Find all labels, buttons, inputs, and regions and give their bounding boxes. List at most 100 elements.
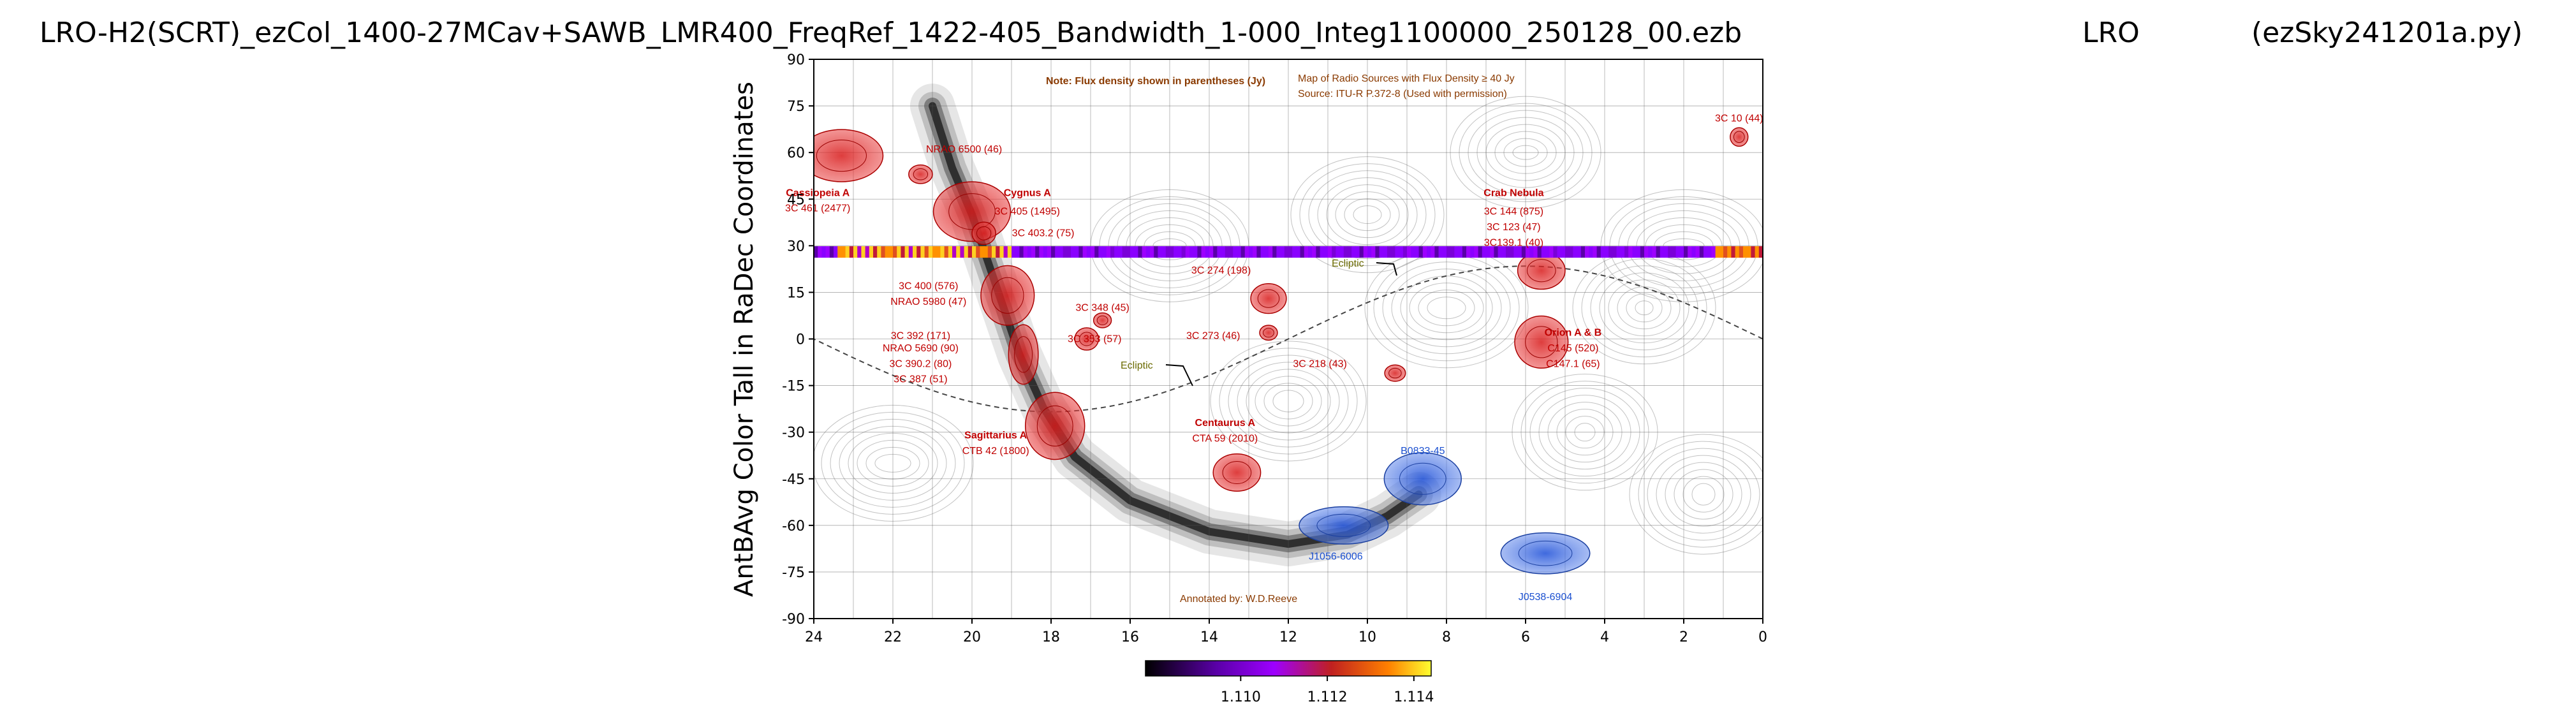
y-tick-label: 60 <box>787 145 805 161</box>
source-label: 3C 274 (198) <box>1191 265 1251 276</box>
y-tick-label: -75 <box>782 565 805 581</box>
map-title: Map of Radio Sources with Flux Density ≥… <box>1298 73 1515 84</box>
chart-title-mid: LRO <box>2082 17 2140 49</box>
source-label: 3C 387 (51) <box>894 374 948 385</box>
map-source: Source: ITU-R P.372-8 (Used with permiss… <box>1298 89 1507 99</box>
source-label: CTA 59 (2010) <box>1192 433 1258 444</box>
radio-source-red <box>1093 312 1112 328</box>
ecliptic-label: Ecliptic <box>1332 258 1364 269</box>
y-tick-label: 75 <box>787 99 805 115</box>
source-label: 3C 348 (45) <box>1075 303 1130 314</box>
radio-source-red <box>1384 364 1406 382</box>
y-tick-label: -15 <box>782 379 805 395</box>
source-label: Orion A & B <box>1545 328 1601 339</box>
radio-source-red <box>980 265 1035 326</box>
source-label: Cassiopeia A <box>786 187 850 198</box>
source-label: CTB 42 (1800) <box>962 446 1029 457</box>
radio-source-red <box>1212 453 1262 492</box>
colorbar-tick-label: 1.114 <box>1394 689 1434 705</box>
radio-source-red <box>1008 324 1039 385</box>
source-label: 3C 390.2 (80) <box>889 358 952 369</box>
source-label: 3C 461 (2477) <box>785 203 850 214</box>
y-axis: 90 75 60 45 30 15 0 -15 -30 -45 -60 -75 -90 <box>782 52 814 628</box>
radio-source-blue <box>1299 506 1389 545</box>
ecliptic-label: Ecliptic <box>1121 360 1153 371</box>
source-label: 3C 392 (171) <box>891 331 950 342</box>
x-tick-label: 6 <box>1521 629 1530 645</box>
x-tick-label: 18 <box>1042 629 1060 645</box>
measured-heat-strip <box>814 246 1763 258</box>
source-label: 3C 353 (57) <box>1068 334 1122 344</box>
x-tick-label: 2 <box>1679 629 1688 645</box>
map-annotated: Annotated by: W.D.Reeve <box>1180 594 1297 605</box>
colorbar-tick-label: 1.110 <box>1221 689 1261 705</box>
source-label: C145 (520) <box>1547 343 1598 354</box>
y-tick-label: 90 <box>787 52 805 68</box>
y-tick-label: 45 <box>787 192 805 208</box>
radio-source-red <box>1024 392 1086 460</box>
map-note: Note: Flux density shown in parentheses … <box>1046 76 1265 87</box>
source-label: B0833-45 <box>1401 446 1445 457</box>
source-label: 3C 405 (1495) <box>995 207 1060 217</box>
svg-text:Ecliptic: Ecliptic <box>1332 258 1364 269</box>
radio-source-red <box>1250 283 1287 314</box>
x-tick-label: 0 <box>1758 629 1767 645</box>
radio-source-red <box>971 221 996 246</box>
svg-text:Ecliptic: Ecliptic <box>1121 360 1153 371</box>
source-label: J0538-6904 <box>1519 592 1573 603</box>
x-tick-label: 4 <box>1600 629 1609 645</box>
radio-source-red <box>1730 127 1749 147</box>
y-tick-label: -60 <box>782 518 805 534</box>
y-tick-label: -45 <box>782 472 805 488</box>
source-label: 3C 123 (47) <box>1487 222 1541 233</box>
x-tick-label: 20 <box>963 629 981 645</box>
blue-radio-sources <box>1299 452 1591 575</box>
source-label: C147.1 (65) <box>1546 358 1600 369</box>
source-label: Crab Nebula <box>1483 187 1543 198</box>
x-axis: 24 22 20 18 16 14 12 10 8 6 4 2 0 <box>805 619 1767 645</box>
colorbar-tick-label: 1.112 <box>1307 689 1348 705</box>
radio-source-red <box>908 164 933 184</box>
colorbar-ticks: 1.110 1.112 1.114 <box>1221 676 1434 705</box>
source-label: NRAO 5690 (90) <box>883 343 959 354</box>
source-label: 3C 400 (576) <box>899 281 958 292</box>
source-label: Centaurus A <box>1195 418 1256 429</box>
radio-source-blue <box>1383 452 1462 506</box>
x-tick-label: 22 <box>884 629 902 645</box>
source-label: J1056-6006 <box>1309 551 1363 562</box>
radio-source-red <box>814 129 884 182</box>
x-tick-label: 10 <box>1358 629 1376 645</box>
source-label: 3C 144 (875) <box>1484 207 1543 217</box>
colorbar <box>1145 660 1432 677</box>
radio-source-red <box>1074 327 1100 351</box>
source-label: 3C 403.2 (75) <box>1012 228 1075 239</box>
ecliptic-curve <box>814 265 1763 413</box>
source-label: 3C139.1 (40) <box>1484 237 1543 248</box>
source-label: 3C 10 (44) <box>1715 113 1763 124</box>
x-tick-label: 24 <box>805 629 823 645</box>
x-tick-label: 12 <box>1279 629 1297 645</box>
source-label: 3C 218 (43) <box>1293 358 1347 369</box>
x-tick-label: 8 <box>1442 629 1451 645</box>
source-label: NRAO 6500 (46) <box>926 144 1002 155</box>
radio-source-red <box>1259 325 1278 341</box>
source-label: Cygnus A <box>1004 187 1052 198</box>
chart-title-right: (ezSky241201a.py) <box>2251 17 2522 49</box>
source-label: NRAO 5980 (47) <box>890 297 966 307</box>
y-axis-label: AntBAvg Color Tall in RaDec Coordinates <box>730 82 759 597</box>
ecliptic-leader <box>1376 262 1397 276</box>
red-radio-sources <box>814 127 1749 492</box>
radio-source-blue <box>1500 532 1591 575</box>
x-tick-label: 14 <box>1200 629 1218 645</box>
source-label: Sagittarius A <box>964 430 1027 441</box>
source-label: 3C 273 (46) <box>1186 331 1240 342</box>
y-tick-label: -90 <box>782 612 805 628</box>
y-tick-label: -30 <box>782 425 805 441</box>
source-labels: 3C 10 (44) NRAO 6500 (46) Cassiopeia A 3C 4… <box>785 113 1763 602</box>
x-tick-label: 16 <box>1121 629 1139 645</box>
y-tick-label: 30 <box>787 239 805 254</box>
radio-source-red <box>1514 315 1569 369</box>
chart-title-left: LRO-H2(SCRT)_ezCol_1400-27MCav+SAWB_LMR4… <box>40 17 1742 49</box>
ecliptic-leader <box>1165 364 1193 386</box>
